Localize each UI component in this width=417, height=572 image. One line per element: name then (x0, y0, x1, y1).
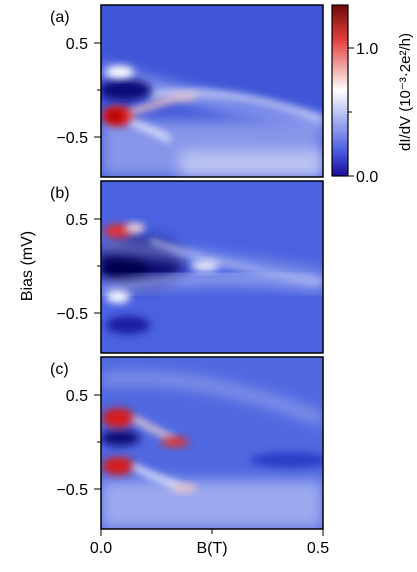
panel-a-label: (a) (50, 9, 70, 26)
ytick-label-c-top: 0.5 (66, 388, 88, 405)
ytick-label-a-bottom: −0.5 (56, 130, 88, 147)
colorbar-label-1: 1.0 (356, 41, 378, 58)
colorbar-title: dI/dV (10⁻³·2e²/h) (397, 33, 414, 151)
ytick-label-c-bottom: −0.5 (56, 482, 88, 499)
panel-c-label: (c) (50, 361, 69, 378)
panel-b (95, 181, 323, 353)
panel-a (99, 5, 323, 177)
heatmap-c (100, 357, 330, 529)
colorbar: 1.0 0.0 dI/dV (10⁻³·2e²/h) (332, 5, 414, 186)
xtick-label-0: 0.0 (90, 540, 112, 557)
x-axis-ticks (101, 529, 323, 536)
ytick-label-a-top: 0.5 (66, 36, 88, 53)
panel-c (100, 357, 330, 529)
ytick-label-b-top: 0.5 (66, 212, 88, 229)
x-axis-label: B(T) (196, 540, 227, 557)
colorbar-label-0: 0.0 (356, 169, 378, 186)
y-axis-ticks (94, 43, 101, 489)
ytick-label-b-bottom: −0.5 (56, 306, 88, 323)
y-axis-label: Bias (mV) (19, 231, 36, 301)
panel-b-label: (b) (50, 185, 70, 202)
heatmap-a (99, 5, 323, 177)
xtick-label-0.5: 0.5 (307, 540, 329, 557)
heatmap-b (95, 181, 323, 353)
colorbar-scale (332, 5, 348, 176)
